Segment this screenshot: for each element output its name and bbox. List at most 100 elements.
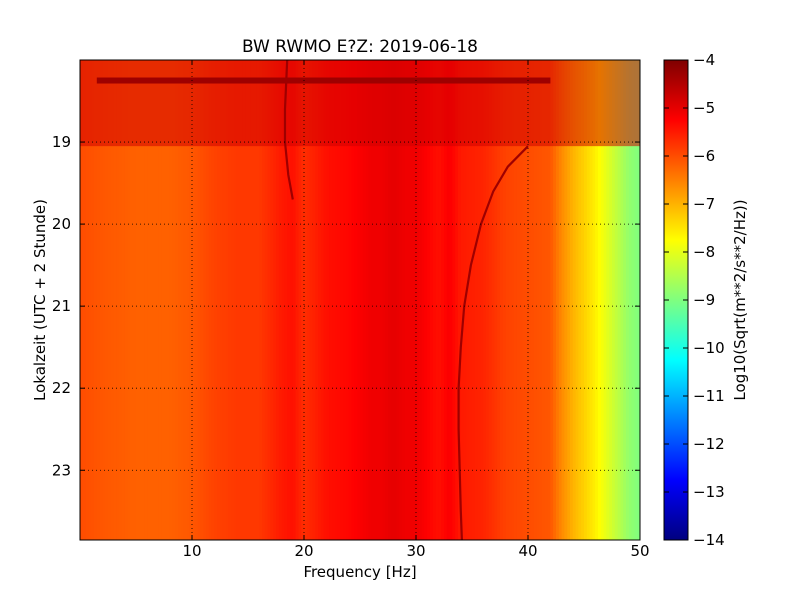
- spectrum-column: [399, 60, 403, 540]
- spectrum-column: [133, 60, 137, 540]
- spectrum-column: [514, 60, 518, 540]
- colorbar-ticks: −4 −5 −6 −7 −8 −9 −10 −11 −12 −13 −14: [664, 51, 725, 549]
- colorbar-tick-label: −11: [693, 387, 725, 405]
- spectrum-column: [508, 60, 512, 540]
- spectrum-column: [586, 60, 591, 540]
- spectrum-column: [572, 60, 577, 540]
- spectrum-column: [458, 60, 462, 540]
- spectrum-column: [166, 60, 171, 540]
- spectrum-column: [553, 60, 557, 540]
- spectrum-column: [427, 60, 431, 540]
- spectrum-column: [533, 60, 537, 540]
- spectrum-column: [600, 60, 605, 540]
- spectrum-column: [575, 60, 579, 540]
- spectrum-column: [525, 60, 529, 540]
- spectrum-column: [320, 60, 325, 540]
- spectrum-column: [452, 60, 456, 540]
- colorbar-tick-label: −7: [693, 195, 715, 213]
- colorbar-tick-label: −13: [693, 483, 725, 501]
- spectrum-column: [326, 60, 330, 540]
- spectrum-column: [407, 60, 411, 540]
- spectrum-column: [175, 60, 179, 540]
- spectrum-column: [301, 60, 305, 540]
- spectrum-column: [267, 60, 271, 540]
- spectrum-column: [396, 60, 400, 540]
- spectrum-column: [404, 60, 409, 540]
- drifting-line: [457, 145, 529, 540]
- x-tick-label: 20: [294, 542, 313, 560]
- spectrum-column: [617, 60, 621, 540]
- spectrum-column: [362, 60, 367, 540]
- spectrum-column: [480, 60, 484, 540]
- spectrum-column: [365, 60, 369, 540]
- spectrum-column: [511, 60, 515, 540]
- spectrum-column: [155, 60, 159, 540]
- spectrum-column: [438, 60, 442, 540]
- spectrum-column: [309, 60, 313, 540]
- spectrum-column: [603, 60, 607, 540]
- spectrum-column: [460, 60, 465, 540]
- spectrum-column: [385, 60, 389, 540]
- spectrum-column: [312, 60, 316, 540]
- spectrum-column: [628, 60, 633, 540]
- spectrum-column: [343, 60, 347, 540]
- spectrum-column: [539, 60, 543, 540]
- spectrum-column: [351, 60, 355, 540]
- spectrum-column: [323, 60, 327, 540]
- grid-lines: [80, 60, 640, 540]
- spectrum-column: [222, 60, 227, 540]
- spectrum-column: [368, 60, 372, 540]
- spectrum-column: [626, 60, 630, 540]
- spectrum-column: [192, 60, 196, 540]
- spectrum-column: [259, 60, 263, 540]
- spectrum-column: [264, 60, 269, 540]
- spectrum-column: [542, 60, 546, 540]
- spectrum-column: [231, 60, 235, 540]
- spectrum-column: [354, 60, 358, 540]
- spectrum-column: [516, 60, 521, 540]
- spectrum-column: [346, 60, 350, 540]
- spectrum-column: [595, 60, 599, 540]
- spectrum-column: [194, 60, 199, 540]
- spectrum-column: [413, 60, 417, 540]
- spectrum-column: [550, 60, 554, 540]
- spectrum-column: [505, 60, 509, 540]
- spectrum-column: [96, 60, 101, 540]
- chart-title: BW RWMO E?Z: 2019-06-18: [242, 37, 478, 57]
- spectrum-column: [544, 60, 549, 540]
- spectrum-column: [245, 60, 249, 540]
- y-axis-label: Lokalzeit (UTC + 2 Stunde): [31, 199, 49, 401]
- spectrum-column: [217, 60, 221, 540]
- spectrum-column: [567, 60, 571, 540]
- y-axis-ticks: 19 20 21 22 23: [52, 133, 640, 479]
- spectrum-column: [488, 60, 493, 540]
- spectrum-column: [180, 60, 185, 540]
- y-tick-label: 23: [52, 461, 71, 479]
- spectrum-column: [469, 60, 473, 540]
- spectrum-column: [519, 60, 523, 540]
- spectrum-column: [150, 60, 154, 540]
- spectrum-column: [612, 60, 616, 540]
- colorbar-tick-label: −10: [693, 339, 725, 357]
- colorbar-tick-label: −9: [693, 291, 715, 309]
- spectrum-column: [483, 60, 487, 540]
- spectrum-column: [589, 60, 593, 540]
- spectrum-column: [164, 60, 168, 540]
- spectrum-column: [348, 60, 353, 540]
- spectrum-column: [416, 60, 420, 540]
- spectrum-column: [287, 60, 291, 540]
- spectrum-column: [472, 60, 476, 540]
- spectrum-column: [169, 60, 173, 540]
- plot-frame: [79, 59, 641, 541]
- spectrum-column: [329, 60, 333, 540]
- spectrum-column: [388, 60, 392, 540]
- spectrum-column: [497, 60, 501, 540]
- spectrum-column: [357, 60, 361, 540]
- colorbar-tick-label: −12: [693, 435, 725, 453]
- spectrum-column: [262, 60, 266, 540]
- spectrum-column: [332, 60, 336, 540]
- spectrum-column: [298, 60, 302, 540]
- spectrum-column: [281, 60, 285, 540]
- spectrum-column: [189, 60, 193, 540]
- spectrum-column: [360, 60, 364, 540]
